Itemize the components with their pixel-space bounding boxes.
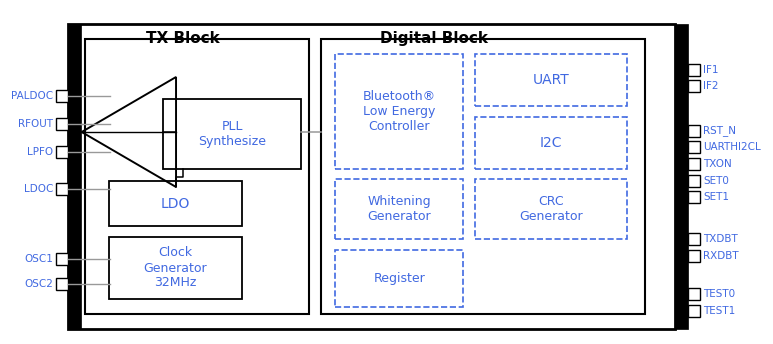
Bar xyxy=(688,288,700,300)
Text: OSC2: OSC2 xyxy=(24,279,53,289)
Text: RFOUT: RFOUT xyxy=(18,119,53,129)
Text: RST_N: RST_N xyxy=(703,126,736,137)
Bar xyxy=(56,253,68,265)
Bar xyxy=(109,237,242,299)
Text: Whitening
Generator: Whitening Generator xyxy=(367,195,431,223)
Text: LPFO: LPFO xyxy=(27,147,53,157)
Bar xyxy=(56,118,68,130)
Bar xyxy=(321,39,645,314)
Bar xyxy=(56,183,68,195)
Bar xyxy=(688,175,700,187)
Bar xyxy=(56,278,68,290)
Text: UARTHI2CL: UARTHI2CL xyxy=(703,142,761,152)
Text: TXDBT: TXDBT xyxy=(703,234,737,244)
Bar xyxy=(688,233,700,245)
Bar xyxy=(688,191,700,203)
Bar xyxy=(163,99,301,169)
Text: UART: UART xyxy=(533,73,570,87)
Bar xyxy=(688,158,700,170)
Bar xyxy=(84,39,308,314)
Bar xyxy=(56,90,68,102)
Bar xyxy=(688,125,700,137)
Bar xyxy=(68,24,676,329)
Text: Bluetooth®
Low Energy
Controller: Bluetooth® Low Energy Controller xyxy=(363,90,436,133)
Text: TXON: TXON xyxy=(703,159,732,169)
Bar xyxy=(688,80,700,92)
Text: OSC1: OSC1 xyxy=(24,254,53,264)
Bar xyxy=(688,250,700,262)
Bar xyxy=(335,179,463,239)
Text: SET1: SET1 xyxy=(703,192,729,202)
Bar xyxy=(335,54,463,169)
Text: Register: Register xyxy=(373,272,425,285)
Bar xyxy=(688,141,700,153)
Text: IF2: IF2 xyxy=(703,81,718,91)
Text: RXDBT: RXDBT xyxy=(703,251,738,261)
Bar xyxy=(56,146,68,158)
Bar xyxy=(475,54,627,106)
Text: PALDOC: PALDOC xyxy=(11,91,53,101)
Text: PLL
Synthesize: PLL Synthesize xyxy=(198,120,266,148)
Bar xyxy=(475,117,627,169)
Text: LDO: LDO xyxy=(161,196,190,211)
Bar xyxy=(109,181,242,226)
Text: LDOC: LDOC xyxy=(24,184,53,194)
Bar xyxy=(676,24,688,329)
Bar xyxy=(475,179,627,239)
Text: TX Block: TX Block xyxy=(146,31,220,46)
Text: IF1: IF1 xyxy=(703,65,718,75)
Text: Clock
Generator
32MHz: Clock Generator 32MHz xyxy=(144,247,207,290)
Text: CRC
Generator: CRC Generator xyxy=(519,195,583,223)
Bar xyxy=(688,64,700,76)
Text: I2C: I2C xyxy=(540,136,562,150)
Bar xyxy=(688,305,700,317)
Bar xyxy=(68,24,80,329)
Text: TEST1: TEST1 xyxy=(703,306,735,316)
Bar xyxy=(335,250,463,307)
Text: SET0: SET0 xyxy=(703,176,729,186)
Text: TEST0: TEST0 xyxy=(703,289,735,299)
Text: Digital Block: Digital Block xyxy=(380,31,488,46)
